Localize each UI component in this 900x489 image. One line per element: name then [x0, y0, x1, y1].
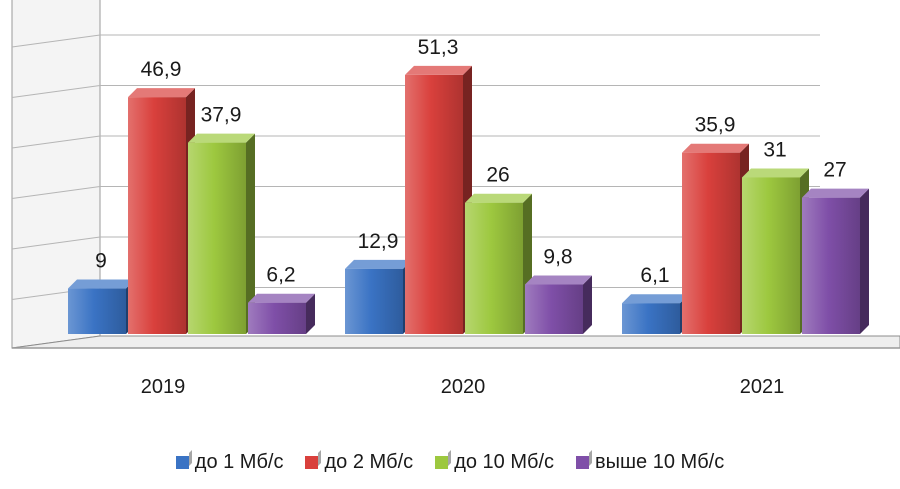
bar-side: [860, 188, 869, 334]
bar-front: [188, 142, 246, 334]
bar-front: [802, 197, 860, 334]
legend-swatch-series-4: [576, 455, 590, 469]
bar-side: [583, 275, 592, 334]
data-label: 27: [823, 159, 846, 182]
legend-swatch-series-2: [305, 455, 319, 469]
category-labels: 2019 2020 2021: [141, 376, 785, 398]
bar-front: [248, 302, 306, 334]
legend-swatch-series-1: [175, 455, 189, 469]
bar-top: [188, 133, 255, 143]
bar: [742, 168, 809, 334]
legend-swatch-series-3: [435, 455, 449, 469]
data-label: 46,9: [141, 58, 182, 81]
bar-top: [345, 259, 412, 269]
bar: [525, 275, 592, 334]
legend-label-series-3: до 10 Мб/с: [454, 450, 555, 473]
bar-chart: 9 46,9 37,9 6,2 12,9 51,3 26 9,8 6,1 35,9 31 27 201…: [11, 0, 900, 398]
gridline: [11, 85, 820, 98]
gridline: [11, 34, 820, 48]
data-label: 26: [486, 164, 509, 187]
category-label: 2019: [141, 376, 186, 398]
data-label: 31: [763, 138, 786, 161]
data-label: 6,2: [266, 264, 295, 287]
chart-floor: [11, 335, 900, 349]
bar-front: [525, 284, 583, 334]
bar-side: [246, 133, 255, 334]
bar: [345, 259, 412, 334]
category-label: 2020: [441, 376, 486, 398]
floor-plane: [11, 335, 900, 349]
data-label: 9: [95, 250, 107, 273]
legend-label-series-2: до 2 Мб/с: [324, 450, 414, 473]
bar-front: [465, 202, 523, 334]
bar-side: [306, 293, 315, 334]
bar-top: [128, 88, 195, 98]
bar: [248, 293, 315, 334]
legend-item-series-1: до 1 Мб/с: [175, 450, 284, 474]
data-label: 6,1: [640, 264, 669, 287]
bar: [802, 188, 869, 334]
bar-top: [742, 168, 809, 178]
legend-label-series-4: выше 10 Мб/с: [595, 450, 725, 473]
bar-front: [405, 74, 463, 334]
legend-item-series-3: до 10 Мб/с: [435, 451, 554, 474]
bar-front: [742, 177, 800, 334]
bar: [68, 279, 135, 334]
bar-top: [682, 143, 749, 153]
value-labels: 9 46,9 37,9 6,2 12,9 51,3 26 9,8 6,1 35,9 31 27: [95, 36, 847, 287]
bar: [622, 294, 689, 334]
bar: [682, 143, 749, 334]
category-label: 2021: [740, 376, 785, 398]
bar-top: [802, 188, 869, 198]
bar-front: [68, 288, 126, 334]
bar: [188, 133, 255, 334]
gridline: [11, 236, 820, 250]
bar-top: [465, 193, 532, 203]
legend-label-series-1: до 1 Мб/с: [194, 450, 284, 473]
data-label: 9,8: [543, 246, 572, 269]
data-label: 35,9: [695, 114, 736, 137]
bar-front: [128, 97, 186, 334]
bar: [405, 65, 472, 334]
legend-item-series-4: выше 10 Мб/с: [576, 451, 724, 474]
bars: [68, 65, 869, 334]
data-label: 12,9: [358, 230, 399, 253]
gridline: [11, 135, 820, 149]
bar-front: [622, 303, 680, 334]
legend: до 1 Мб/с до 2 Мб/с до 10 Мб/с выше 10 М…: [0, 444, 900, 480]
gridline: [11, 186, 820, 199]
bar-top: [525, 275, 592, 285]
legend-item-series-2: до 2 Мб/с: [305, 451, 413, 474]
bar-top: [405, 65, 472, 75]
bar-top: [68, 279, 135, 289]
data-label: 51,3: [418, 36, 459, 59]
data-label: 37,9: [201, 104, 242, 127]
bar: [128, 88, 195, 334]
bar-top: [248, 293, 315, 303]
bar-front: [345, 268, 403, 334]
bar: [465, 193, 532, 334]
bar-front: [682, 152, 740, 334]
bar-top: [622, 294, 689, 304]
